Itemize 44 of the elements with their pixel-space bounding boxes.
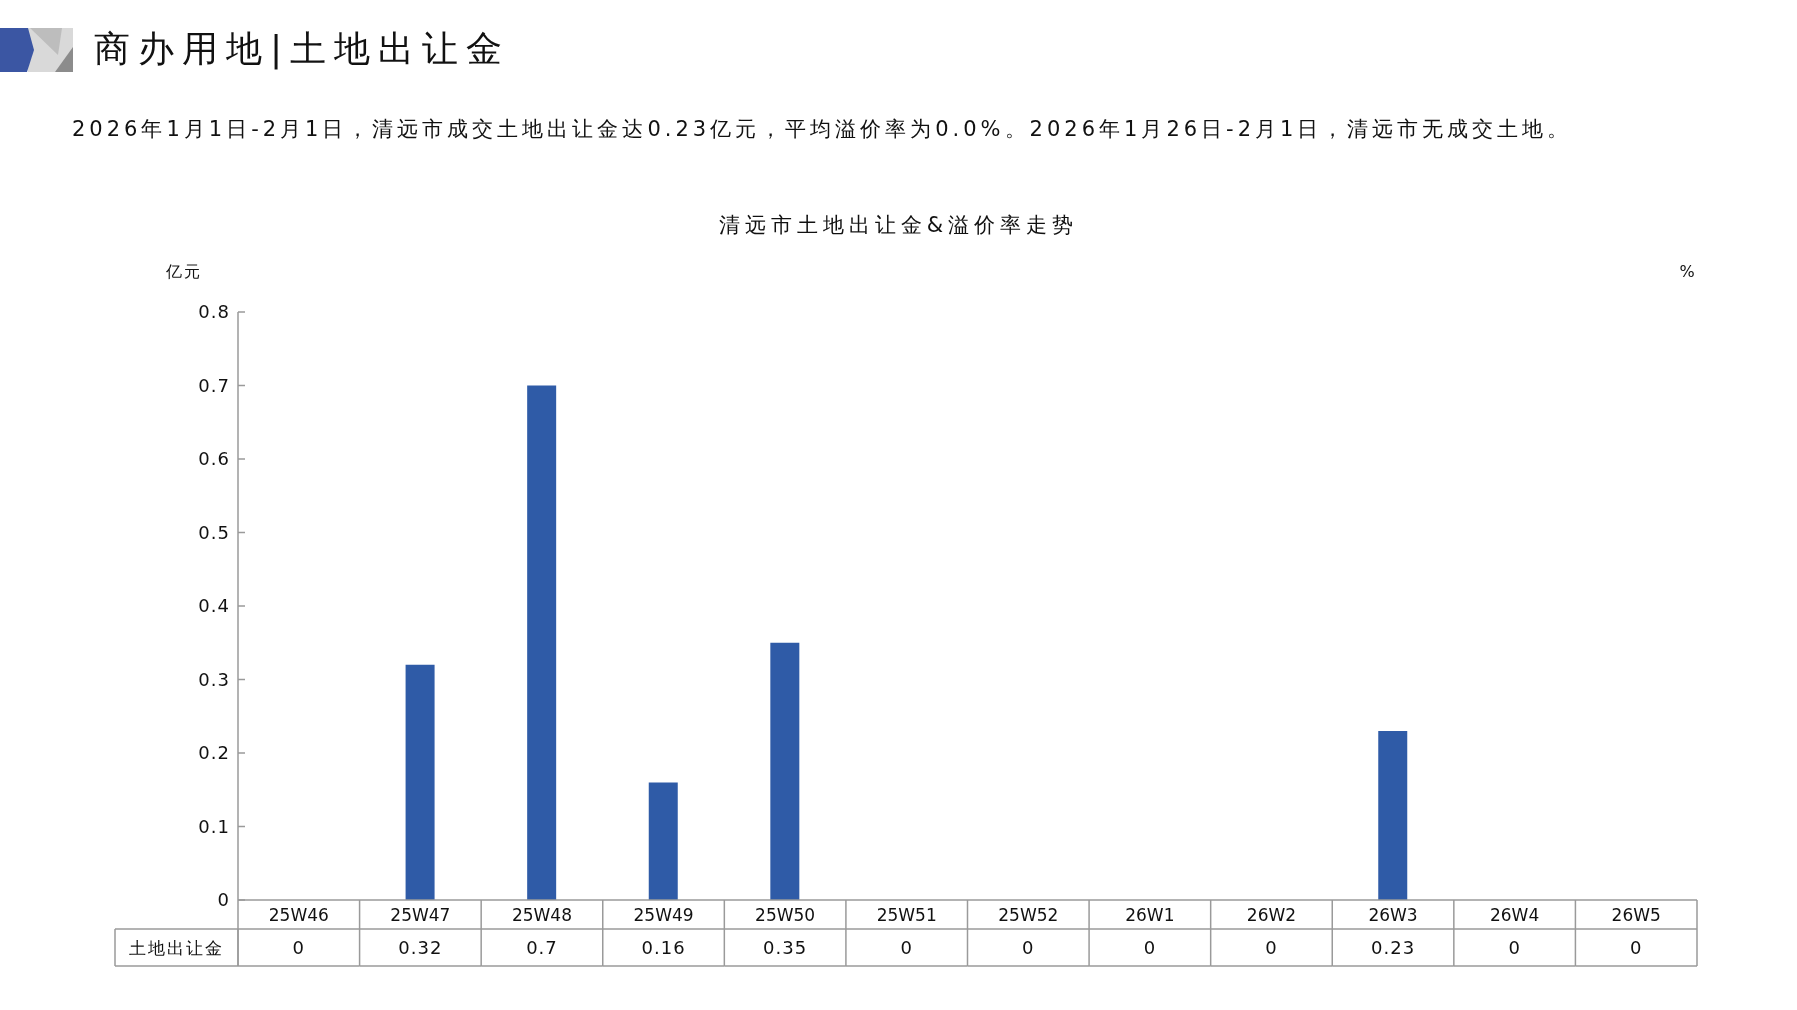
x-tick-label: 25W49 <box>633 904 694 925</box>
data-label: 0 <box>900 937 913 958</box>
x-tick-label: 26W4 <box>1489 904 1540 925</box>
data-label: 0.16 <box>641 937 686 958</box>
y-tick-label: 0.4 <box>198 595 230 617</box>
x-tick-label: 26W2 <box>1246 904 1297 925</box>
text: 清远市土地出让金&溢价率走势 <box>717 212 1080 238</box>
data-label: 0 <box>1508 937 1521 958</box>
bar <box>527 385 557 900</box>
y-tick-label: 0.6 <box>198 448 230 470</box>
data-label: 0.35 <box>763 937 808 958</box>
x-tick-label: 25W52 <box>998 904 1059 925</box>
bar <box>770 642 800 900</box>
data-label: 0 <box>292 937 306 958</box>
chart-title: 商办用地|土地出让金 <box>94 27 511 71</box>
data-label: 0.32 <box>398 937 443 958</box>
x-tick-label: 25W50 <box>755 904 816 925</box>
x-tick-label: 25W46 <box>268 904 329 925</box>
x-tick-label: 25W51 <box>876 904 937 925</box>
data-label: 0 <box>1629 937 1643 958</box>
x-tick-label: 25W47 <box>390 904 451 925</box>
bar <box>648 782 678 900</box>
y-tick-label: 0.7 <box>198 374 230 396</box>
y-axis-title: 亿元 <box>165 262 203 282</box>
text: 土地出让金 <box>129 937 224 958</box>
y2-axis-title: % <box>1678 262 1696 282</box>
y-tick-label: 0 <box>217 889 230 911</box>
x-tick-label: 26W3 <box>1368 904 1418 925</box>
data-label: 0 <box>1022 937 1035 958</box>
chart-subtitle: 2026年1月1日-2月1日，清远市成交土地出让金达0.23亿元，平均溢价率为0.0%。2026年1月26日-2月1日，清远市无成交土地。 <box>72 116 1573 142</box>
y-tick-label: 0.5 <box>198 521 230 543</box>
y-tick-label: 0.1 <box>198 815 230 837</box>
x-tick-label: 25W48 <box>511 904 572 925</box>
x-tick-label: 26W5 <box>1611 904 1661 925</box>
y-tick-label: 0.3 <box>198 668 230 690</box>
data-label: 0.23 <box>1371 937 1416 958</box>
data-label: 0 <box>1265 937 1278 958</box>
bar <box>1378 730 1408 900</box>
x-tick-label: 26W1 <box>1125 904 1175 925</box>
y-tick-label: 0.8 <box>198 301 230 323</box>
data-label: 0 <box>1143 937 1157 958</box>
y-tick-label: 0.2 <box>198 742 230 764</box>
bar <box>405 664 435 900</box>
data-label: 0.7 <box>526 937 558 958</box>
